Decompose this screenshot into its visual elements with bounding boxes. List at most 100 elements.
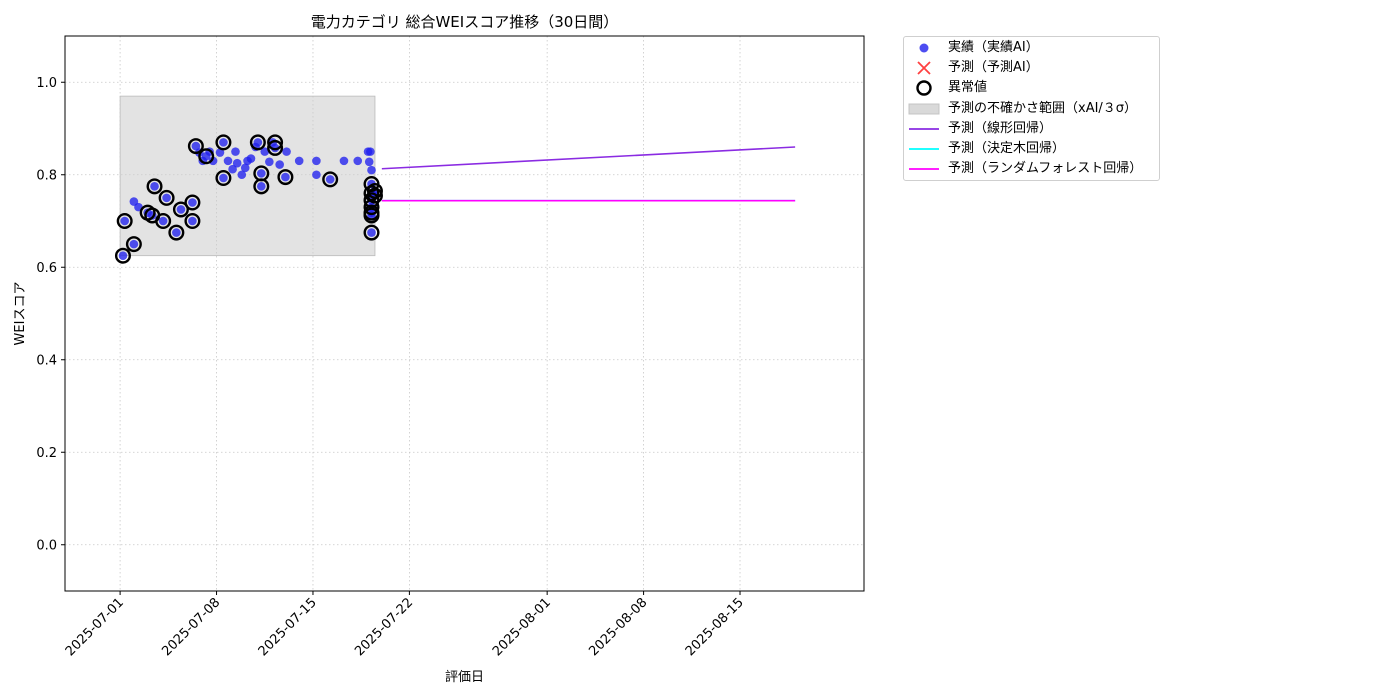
actual-point [257, 182, 266, 191]
y-tick-label: 0.6 [36, 261, 57, 276]
actual-point [240, 163, 250, 173]
actual-point [367, 165, 376, 175]
anomaly-ring [187, 138, 204, 155]
legend-dot-icon [919, 43, 929, 53]
actual-point [366, 147, 375, 156]
actual-point [219, 173, 228, 183]
y-axis-label: WEIスコア [13, 282, 28, 346]
legend: 実績（実績AI） 予測（予測AI） 異常値 予測の不確かさ範囲（xAI/３σ） … [903, 36, 1160, 181]
y-tick-label: 1.0 [36, 76, 57, 91]
actual-point [246, 154, 256, 163]
actual-point [129, 239, 139, 249]
anomaly-ring [363, 224, 380, 241]
actual-point [325, 175, 335, 184]
legend-label-actual: 実績（実績AI） [948, 40, 1039, 55]
legend-label-predicted: 予測（予測AI） [948, 60, 1039, 75]
anomaly-ring [267, 134, 284, 151]
anomaly-ring [249, 134, 266, 151]
anomaly-ring [363, 207, 380, 224]
anomaly-ring [267, 139, 284, 156]
x-tick-label: 2025-07-01 [63, 595, 127, 659]
actual-point [237, 170, 247, 180]
legend-item-linear: 予測（線形回帰） [904, 119, 1159, 139]
anomaly-ring [146, 178, 163, 195]
actual-point [150, 182, 159, 191]
actual-point [294, 156, 304, 166]
legend-item-band: 予測の不確かさ範囲（xAI/３σ） [904, 99, 1159, 119]
x-tick-label: 2025-07-22 [352, 595, 416, 659]
x-tick-label: 2025-08-01 [490, 595, 554, 659]
anomaly-ring [155, 212, 172, 229]
legend-item-actual: 実績（実績AI） [904, 38, 1159, 58]
y-tick-label: 0.2 [36, 446, 57, 461]
actual-point [275, 160, 284, 169]
legend-item-tree: 予測（決定木回帰） [904, 139, 1159, 159]
actual-point [282, 147, 291, 156]
actual-point [191, 141, 201, 151]
legend-label-linear: 予測（線形回帰） [948, 121, 1053, 136]
actual-point [228, 164, 237, 174]
legend-label-anomaly: 異常値 [948, 80, 988, 95]
actual-point [364, 157, 374, 167]
actual-point [215, 148, 225, 157]
anomaly-ring [215, 169, 232, 186]
anomaly-ring [125, 236, 142, 253]
actual-point [232, 158, 242, 168]
actual-point [219, 138, 228, 147]
actual-point [120, 216, 129, 226]
legend-item-forest: 予測（ランダムフォレスト回帰） [904, 159, 1159, 179]
actual-point [118, 251, 128, 260]
anomaly-ring [215, 134, 232, 151]
legend-band-swatch-icon [908, 103, 940, 115]
anomaly-ring [198, 148, 215, 165]
actual-point [162, 193, 171, 203]
anomaly-ring [172, 201, 189, 218]
legend-line-magenta-icon [909, 168, 939, 170]
anomaly-ring [277, 169, 294, 186]
anomaly-ring [168, 224, 185, 241]
actual-point [339, 156, 349, 166]
actual-point [188, 216, 197, 226]
actual-point [281, 172, 290, 182]
legend-line-cyan-icon [909, 148, 939, 150]
legend-x-marker-icon [917, 61, 931, 75]
anomaly-ring [184, 194, 201, 211]
plot-frame [64, 35, 865, 592]
actual-point [176, 205, 186, 214]
legend-line-purple-icon [909, 128, 939, 130]
forecast-lines-layer [381, 146, 796, 202]
actual-point [260, 147, 270, 156]
x-tick-label: 2025-08-08 [586, 595, 650, 659]
y-axis-ticks: 0.0 0.2 0.4 0.6 0.8 1.0 [36, 76, 65, 553]
forecast-line [381, 146, 796, 170]
anomaly-rings-layer [114, 134, 383, 264]
actual-point [312, 156, 321, 166]
actual-point [367, 228, 376, 237]
legend-label-band: 予測の不確かさ範囲（xAI/３σ） [948, 101, 1138, 116]
anomaly-ring [116, 212, 133, 229]
actual-point [231, 147, 240, 156]
x-tick-label: 2025-07-08 [159, 595, 223, 659]
y-tick-label: 0.8 [36, 168, 57, 183]
x-tick-label: 2025-07-15 [256, 595, 320, 659]
legend-label-forest: 予測（ランダムフォレスト回帰） [948, 161, 1143, 176]
actual-point [265, 157, 274, 167]
actual-point [208, 156, 218, 166]
anomaly-ring [322, 171, 339, 188]
anomaly-ring [158, 189, 175, 206]
legend-ring-icon [916, 80, 932, 96]
actual-point [188, 198, 197, 207]
x-axis-label: 評価日 [445, 670, 484, 685]
anomaly-ring [366, 187, 383, 204]
actual-point [223, 156, 233, 166]
legend-item-anomaly: 異常値 [904, 78, 1159, 98]
actual-point [257, 169, 266, 178]
y-tick-label: 0.0 [36, 538, 57, 553]
actual-point [172, 228, 181, 237]
legend-label-tree: 予測（決定木回帰） [948, 141, 1066, 156]
anomaly-ring [114, 247, 131, 264]
x-axis-ticks: 2025-07-01 2025-07-08 2025-07-15 2025-07-22… [63, 591, 747, 659]
anomaly-ring [366, 182, 383, 199]
actual-point [353, 156, 363, 166]
